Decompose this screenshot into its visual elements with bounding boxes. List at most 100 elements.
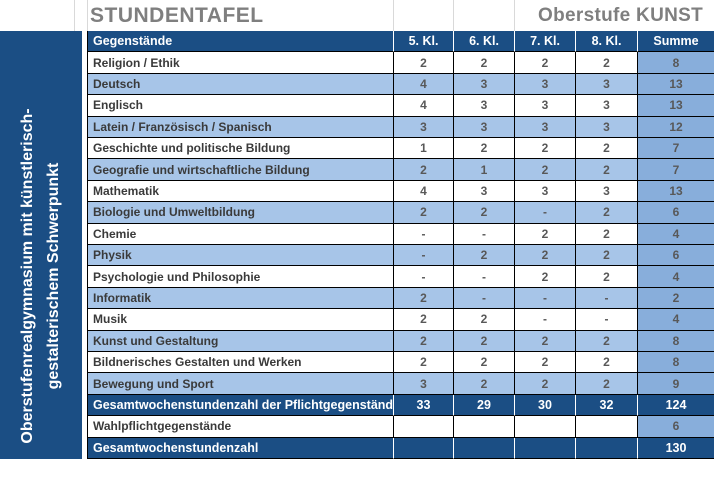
hours-cell	[394, 437, 454, 459]
hours-cell: -	[515, 202, 576, 224]
school-name-line1: Oberstufenrealgymnasium mit künstlerisch…	[19, 108, 36, 444]
hours-cell: 2	[394, 202, 454, 224]
hours-cell	[576, 437, 638, 459]
column-header-grade5: 5. Kl.	[394, 31, 454, 53]
subject-cell: Kunst und Gestaltung	[88, 330, 394, 352]
hours-cell: 2	[394, 309, 454, 331]
hours-cell: 3	[454, 95, 515, 117]
hours-cell: 3	[515, 95, 576, 117]
subject-cell: Deutsch	[88, 73, 394, 96]
subject-cell: Biologie und Umweltbildung	[88, 202, 394, 224]
sum-cell: 6	[638, 202, 714, 224]
gridline	[393, 0, 394, 31]
header-band: STUNDENTAFEL Oberstufe KUNST	[0, 0, 714, 31]
hours-cell: 2	[576, 266, 638, 288]
sum-cell: 9	[638, 373, 714, 395]
column-header-subjects: Gegenstände	[88, 31, 394, 53]
sum-cell: 124	[638, 394, 714, 417]
hours-cell	[394, 416, 454, 438]
hours-cell	[454, 416, 515, 438]
hours-cell: 3	[394, 116, 454, 138]
sum-cell: 6	[638, 416, 714, 438]
hours-cell: 2	[515, 351, 576, 374]
gridline	[74, 0, 75, 31]
table-header-row: Gegenstände 5. Kl. 6. Kl. 7. Kl. 8. Kl. …	[88, 31, 714, 53]
hours-cell: 2	[576, 351, 638, 374]
hours-cell: 3	[454, 73, 515, 96]
subject-cell: Latein / Französisch / Spanisch	[88, 116, 394, 138]
table-row: Biologie und Umweltbildung 2 2-2 6	[88, 202, 714, 224]
hours-cell: 3	[454, 180, 515, 203]
sum-cell: 13	[638, 180, 714, 203]
hours-cell: 2	[576, 330, 638, 352]
hours-cell: 4	[394, 95, 454, 117]
subject-cell: Psychologie und Philosophie	[88, 266, 394, 288]
hours-cell: 4	[394, 73, 454, 96]
hours-cell: 2	[454, 202, 515, 224]
hours-cell	[515, 437, 576, 459]
subject-cell: Mathematik	[88, 180, 394, 203]
hours-cell: 3	[515, 73, 576, 96]
hours-cell: 2	[454, 137, 515, 160]
hours-cell: -	[515, 309, 576, 331]
sum-cell: 8	[638, 52, 714, 74]
gridline	[453, 0, 454, 31]
sum-cell: 13	[638, 73, 714, 96]
table-row: Latein / Französisch / Spanisch 3 3 3 3 12	[88, 116, 714, 138]
subject-cell: Geografie und wirtschaftliche Bildung	[88, 159, 394, 181]
hours-cell: 3	[576, 116, 638, 138]
hours-cell	[515, 416, 576, 438]
hours-cell: 3	[394, 373, 454, 395]
hours-cell: 2	[515, 137, 576, 160]
hours-cell: 2	[515, 52, 576, 74]
sum-cell: 8	[638, 330, 714, 352]
hours-cell: 2	[515, 159, 576, 181]
sum-cell: 7	[638, 159, 714, 181]
table-row: Geografie und wirtschaftliche Bildung 2 1 2…	[88, 159, 714, 181]
subject-cell: Englisch	[88, 95, 394, 117]
sum-cell: 4	[638, 266, 714, 288]
hours-cell: 3	[515, 116, 576, 138]
table-row: Bewegung und Sport 3 2 2 2 9	[88, 373, 714, 395]
column-header-grade7: 7. Kl.	[515, 31, 576, 53]
hours-cell: 1	[394, 137, 454, 160]
subject-cell: Geschichte und politische Bildung	[88, 137, 394, 160]
hours-cell: -	[394, 244, 454, 267]
hours-cell: 29	[454, 394, 515, 417]
table-row: Englisch 4 3 3 3 13	[88, 95, 714, 117]
sum-cell: 12	[638, 116, 714, 138]
sum-cell: 2	[638, 287, 714, 310]
hours-cell: -	[454, 287, 515, 310]
sum-cell: 130	[638, 437, 714, 459]
hours-cell: 2	[576, 223, 638, 245]
school-sidebar: Oberstufenrealgymnasium mit künstlerisch…	[0, 31, 82, 459]
page-title: STUNDENTAFEL	[90, 3, 264, 27]
column-header-grade8: 8. Kl.	[576, 31, 638, 53]
subject-cell: Musik	[88, 309, 394, 331]
school-name: Oberstufenrealgymnasium mit künstlerisch…	[0, 62, 82, 490]
hours-cell: -	[576, 309, 638, 331]
hours-cell: 2	[394, 287, 454, 310]
subject-cell: Informatik	[88, 287, 394, 310]
table-row: Wahlpflichtgegenstände 6	[88, 416, 714, 438]
hours-cell: 2	[576, 137, 638, 160]
hours-cell: 33	[394, 394, 454, 417]
hours-cell: 1	[454, 159, 515, 181]
hours-cell: 2	[515, 223, 576, 245]
column-header-sum: Summe	[638, 31, 714, 53]
subject-cell: Wahlpflichtgegenstände	[88, 416, 394, 438]
sum-cell: 13	[638, 95, 714, 117]
hours-cell: -	[394, 266, 454, 288]
hours-cell: 30	[515, 394, 576, 417]
hours-cell: -	[454, 223, 515, 245]
sum-cell: 6	[638, 244, 714, 267]
schedule-table: Gegenstände 5. Kl. 6. Kl. 7. Kl. 8. Kl. …	[87, 31, 714, 459]
subject-cell: Physik	[88, 244, 394, 267]
table-row: Religion / Ethik 2 2 2 2 8	[88, 52, 714, 74]
subject-cell: Gesamtwochenstundenzahl	[88, 437, 394, 459]
gridline	[87, 0, 88, 31]
hours-cell: 2	[454, 52, 515, 74]
sum-cell: 7	[638, 137, 714, 160]
hours-cell	[454, 437, 515, 459]
hours-cell: 2	[454, 351, 515, 374]
